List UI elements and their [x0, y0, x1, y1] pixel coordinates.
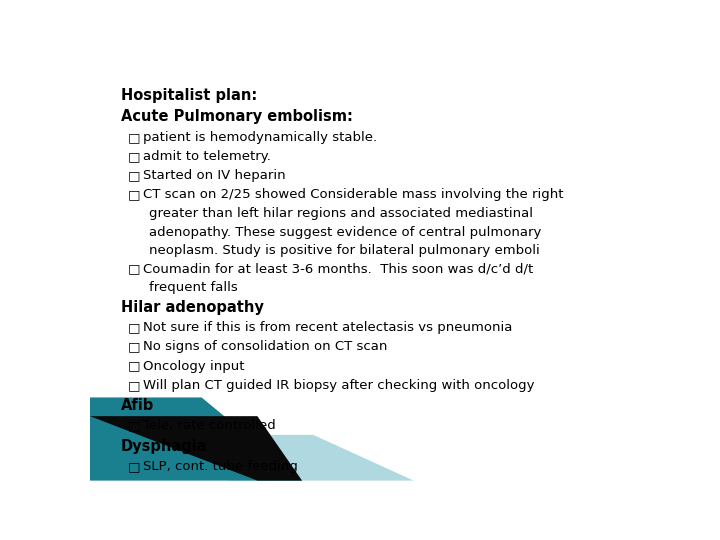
- Text: Hilar adenopathy: Hilar adenopathy: [121, 300, 264, 315]
- Text: □: □: [128, 169, 140, 182]
- Text: □: □: [128, 360, 140, 373]
- Text: □: □: [128, 341, 140, 354]
- Text: Tele, rate controlled: Tele, rate controlled: [143, 420, 276, 433]
- Text: CT scan on 2/25 showed Considerable mass involving the right: CT scan on 2/25 showed Considerable mass…: [143, 188, 564, 201]
- Text: □: □: [128, 420, 140, 433]
- Text: Will plan CT guided IR biopsy after checking with oncology: Will plan CT guided IR biopsy after chec…: [143, 379, 534, 392]
- Text: Acute Pulmonary embolism:: Acute Pulmonary embolism:: [121, 109, 353, 124]
- Polygon shape: [135, 435, 413, 481]
- Text: □: □: [128, 262, 140, 275]
- Text: □: □: [128, 460, 140, 473]
- Text: Coumadin for at least 3-6 months.  This soon was d/c’d d/t: Coumadin for at least 3-6 months. This s…: [143, 262, 534, 275]
- Text: No signs of consolidation on CT scan: No signs of consolidation on CT scan: [143, 341, 387, 354]
- Text: greater than left hilar regions and associated mediastinal: greater than left hilar regions and asso…: [148, 207, 533, 220]
- Text: Hospitalist plan:: Hospitalist plan:: [121, 87, 257, 103]
- Polygon shape: [90, 397, 302, 481]
- Text: Not sure if this is from recent atelectasis vs pneumonia: Not sure if this is from recent atelecta…: [143, 321, 513, 334]
- Text: Oncology input: Oncology input: [143, 360, 245, 373]
- Text: frequent falls: frequent falls: [148, 281, 238, 294]
- Text: □: □: [128, 150, 140, 163]
- Text: □: □: [128, 188, 140, 201]
- Text: Afib: Afib: [121, 398, 154, 413]
- Text: □: □: [128, 379, 140, 392]
- Text: Dysphagia: Dysphagia: [121, 438, 207, 454]
- Text: □: □: [128, 131, 140, 144]
- Text: neoplasm. Study is positive for bilateral pulmonary emboli: neoplasm. Study is positive for bilatera…: [148, 244, 539, 257]
- Text: patient is hemodynamically stable.: patient is hemodynamically stable.: [143, 131, 377, 144]
- Text: □: □: [128, 321, 140, 334]
- Text: admit to telemetry.: admit to telemetry.: [143, 150, 271, 163]
- Text: SLP, cont. tube feeding: SLP, cont. tube feeding: [143, 460, 298, 473]
- Text: Started on IV heparin: Started on IV heparin: [143, 169, 286, 182]
- Text: adenopathy. These suggest evidence of central pulmonary: adenopathy. These suggest evidence of ce…: [148, 226, 541, 239]
- Polygon shape: [90, 416, 302, 481]
